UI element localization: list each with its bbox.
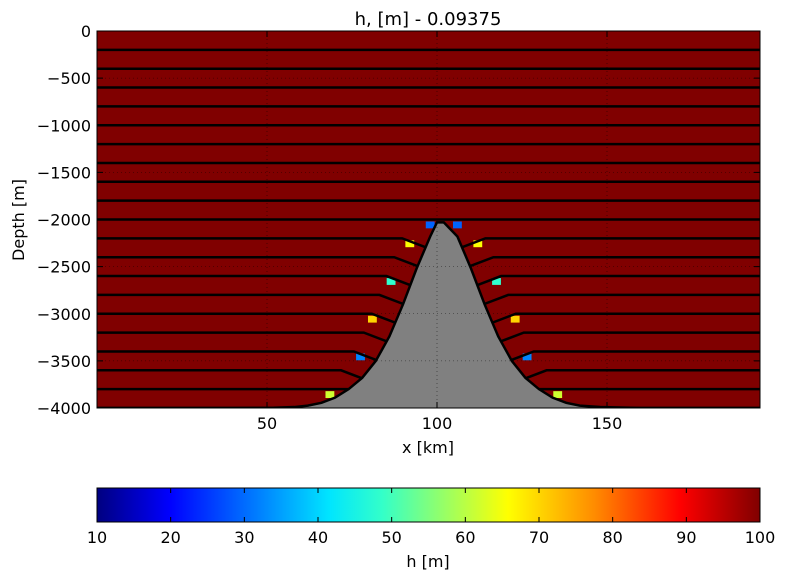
layer-interface [97,274,415,288]
thin-cell [386,278,396,285]
thin-cell [325,391,335,398]
colorbar-tick-label: 70 [529,528,549,547]
thin-cell [425,221,435,229]
layer-interface [518,369,760,382]
y-tick-label: −2000 [37,211,91,230]
colorbar-tick-label: 20 [160,528,180,547]
colorbar-gradient [96,487,761,523]
y-tick-label: −3000 [37,305,91,324]
y-tick-label: −1000 [37,116,91,135]
x-tick-label: 50 [257,414,277,433]
y-tick-label: −1500 [37,163,91,182]
colorbar-ticks: 10 20 30 40 50 60 70 80 90 100 [87,488,775,547]
y-tick-label: −500 [47,69,91,88]
colorbar: 10 20 30 40 50 60 70 80 90 100 h [m] [87,487,775,571]
colorbar-tick-label: 30 [234,528,254,547]
layer-interface [97,350,382,363]
x-tick-label: 100 [422,414,453,433]
colorbar-tick-label: 10 [87,528,107,547]
y-tick-label: −4000 [37,399,91,418]
layer-interface [506,350,760,363]
bathymetry-fill [97,222,760,408]
y-tick-label: −3500 [37,352,91,371]
x-axis-label: x [km] [402,438,454,457]
plot-content [97,48,760,408]
thin-cell [553,391,563,398]
y-axis-label: Depth [m] [9,179,28,261]
layer-interface [496,331,760,345]
layer-interface [457,237,760,250]
thin-cell [405,240,415,248]
layer-interface [488,312,760,326]
y-tick-label: −2500 [37,258,91,277]
thin-cell [492,278,501,285]
colorbar-tick-label: 60 [455,528,475,547]
layer-interface [97,237,430,250]
thin-cell [356,353,365,361]
thin-cell [510,315,520,323]
colorbar-tick-label: 50 [381,528,401,547]
layer-interface [480,293,760,307]
thin-cell [452,221,462,229]
main-plot: 50 100 150 0 −500 −1000 −1500 −2000 −2500 −3000 −… [9,9,761,457]
x-tick-label: 150 [592,414,623,433]
layer-interface [97,312,400,326]
colorbar-tick-label: 80 [602,528,622,547]
x-axis: 50 100 150 [257,31,622,433]
layer-interface [465,255,760,269]
colorbar-tick-label: 40 [308,528,328,547]
colorbar-tick-label: 100 [745,528,776,547]
thin-cell [473,240,483,248]
layer-interface [473,274,760,288]
thin-cell [367,315,377,323]
bathymetry-line [97,221,760,408]
thin-cell [522,353,532,361]
chart-title: h, [m] - 0.09375 [355,9,502,30]
layer-interface [97,293,408,307]
layer-interface [97,255,422,269]
grid-lines [97,31,760,408]
layer-interface [97,369,369,382]
colorbar-tick-label: 90 [676,528,696,547]
y-tick-label: 0 [81,22,91,41]
y-axis: 0 −500 −1000 −1500 −2000 −2500 −3000 −3500 −4000 [37,22,760,418]
layer-interface [97,331,392,345]
colorbar-label: h [m] [406,552,449,571]
